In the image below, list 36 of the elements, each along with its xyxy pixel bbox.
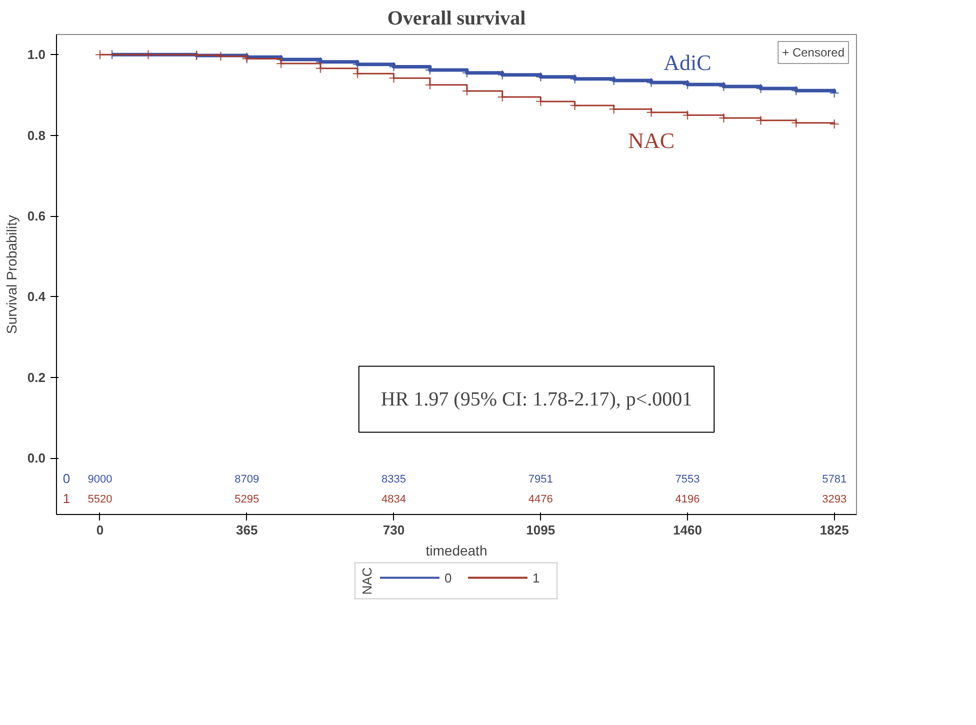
annotation: 7951 xyxy=(528,474,553,486)
legend-label: 1 xyxy=(532,570,541,585)
annotation: 5781 xyxy=(822,474,847,486)
x-tick-label: 1095 xyxy=(526,522,556,538)
annotation: + Censored xyxy=(782,46,844,60)
y-axis-title: Survival Probability xyxy=(3,214,20,334)
text: 0 xyxy=(62,471,70,486)
x-tick-label: 365 xyxy=(236,522,258,538)
annotation: 3293 xyxy=(822,494,847,506)
text: 1 xyxy=(62,491,70,506)
x-axis-title: timedeath xyxy=(426,542,488,558)
x-tick-label: 1825 xyxy=(820,522,849,538)
annotation: 5295 xyxy=(234,494,260,506)
annotation: 7553 xyxy=(675,474,700,486)
legend-title: NAC xyxy=(360,567,374,595)
annotation: HR 1.97 (95% CI: 1.78-2.17), p<.0001 xyxy=(380,388,692,410)
annotation: 8709 xyxy=(234,474,260,486)
annotation: 4834 xyxy=(381,494,406,506)
x-tick-label: 730 xyxy=(382,522,405,538)
annotation: 4476 xyxy=(528,494,553,506)
x-tick-label: 1460 xyxy=(673,522,702,538)
annotation: 4196 xyxy=(675,494,700,506)
y-tick-label: 0.6 xyxy=(27,208,46,224)
y-tick-label: 0.8 xyxy=(27,128,46,143)
annotation: 9000 xyxy=(88,474,112,486)
legend-label: 0 xyxy=(444,570,453,585)
x-tick-label: 0 xyxy=(96,522,104,538)
annotation: AdiC xyxy=(664,50,712,76)
y-tick-label: 0.4 xyxy=(27,289,46,304)
y-tick-label: 1.0 xyxy=(27,47,46,62)
y-tick-label: 0.2 xyxy=(27,370,46,385)
annotation: NAC xyxy=(628,128,674,153)
annotation: 5520 xyxy=(88,494,112,506)
chart-title: Overall survival xyxy=(387,8,526,30)
annotation: 8335 xyxy=(381,474,406,486)
y-tick-label: 0.0 xyxy=(27,450,46,466)
